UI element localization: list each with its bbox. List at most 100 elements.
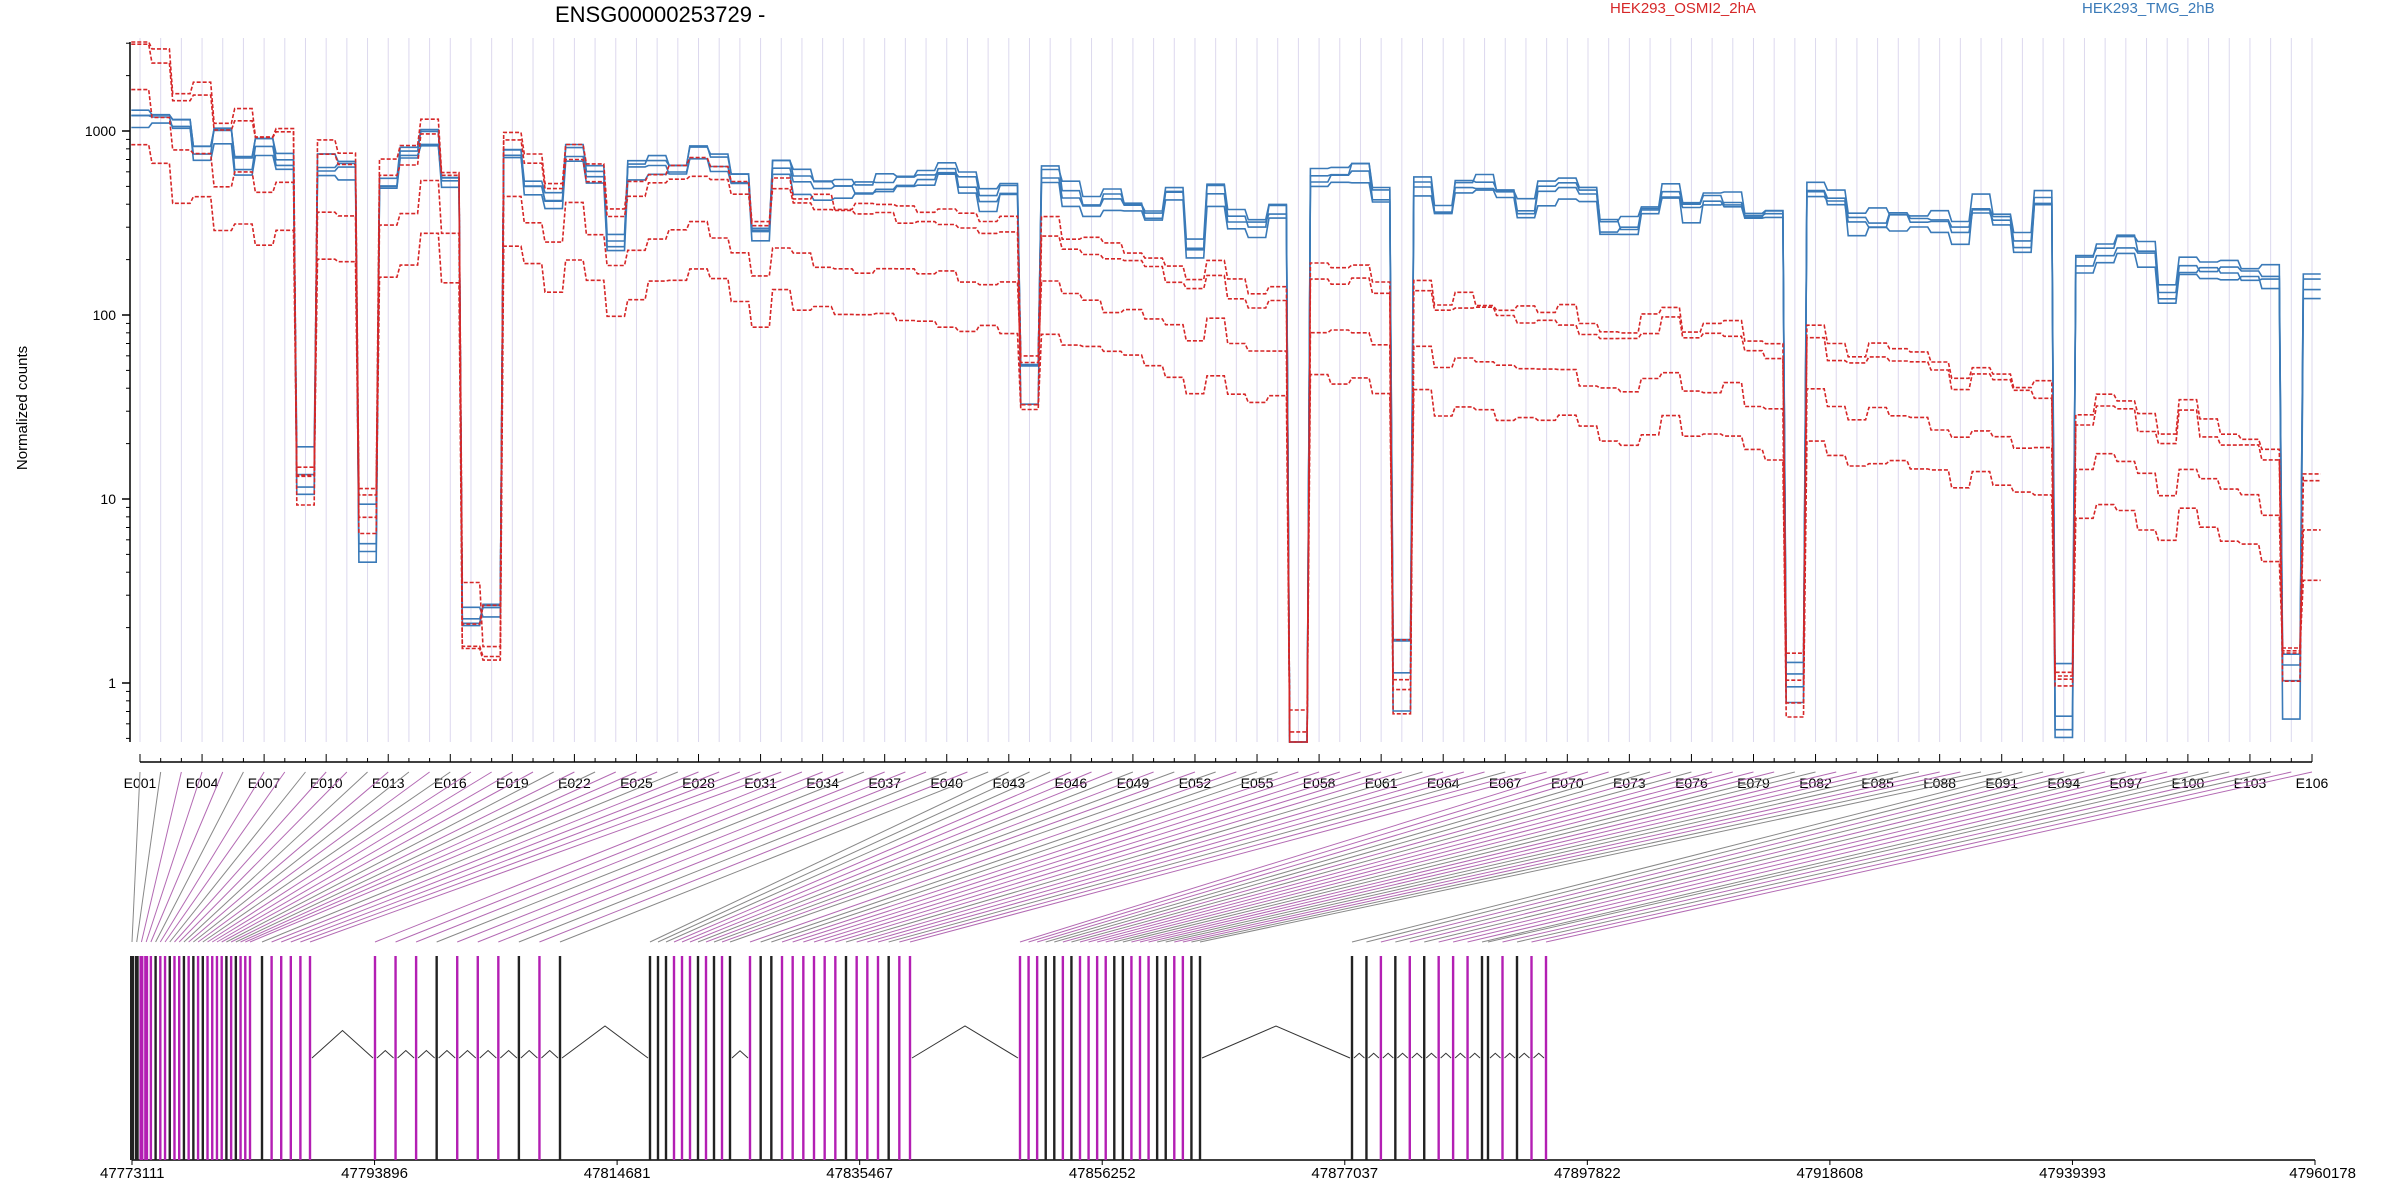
exon-block (866, 956, 869, 1160)
exon-connector (1114, 771, 1795, 943)
intron-chevron (1425, 1052, 1438, 1059)
exon-connector (1487, 771, 2230, 943)
exon-connector (559, 771, 989, 943)
exon-block (1164, 956, 1167, 1160)
exon-connector (845, 771, 1423, 943)
exon-connector (216, 771, 513, 943)
exon-block (1087, 956, 1090, 1160)
exon-connector (899, 771, 1527, 943)
genome-tick-label: 47814681 (584, 1165, 651, 1182)
exon-connector (207, 771, 472, 943)
exon-connector (1148, 771, 1878, 943)
x-tick-label: E046 (1055, 775, 1088, 791)
x-tick-label: E007 (248, 775, 281, 791)
exon-block (225, 956, 228, 1160)
intron-chevron (479, 1049, 497, 1059)
exon-connector (261, 771, 679, 943)
legend-label-tmg: HEK293_TMG_2hB (2082, 0, 2215, 17)
exon-block (1480, 956, 1484, 1160)
exon-connector (689, 771, 1113, 943)
exon-block (1530, 956, 1533, 1160)
exon-connector (415, 771, 844, 943)
exon-connector (721, 771, 1196, 943)
exon-block (1408, 956, 1411, 1160)
y-tick-label-100: 100 (93, 307, 117, 323)
exon-block (244, 956, 247, 1160)
exon-connector (1097, 771, 1754, 943)
exon-connector (1531, 771, 2292, 943)
y-axis: 1 10 100 1000 (85, 42, 131, 742)
exon-block (196, 956, 200, 1160)
intron-chevron (417, 1049, 436, 1059)
genome-tick-label: 47773111 (100, 1165, 165, 1182)
exon-block (1379, 956, 1383, 1160)
x-tick-label: E025 (620, 775, 653, 791)
x-tick-label: E070 (1551, 775, 1584, 791)
exon-connector (240, 771, 616, 943)
exon-connector (1481, 771, 2209, 943)
exon-connector (145, 771, 203, 943)
intron-chevron (1201, 1025, 1351, 1059)
intron-chevron (1504, 1052, 1516, 1059)
exon-connector (1062, 771, 1671, 943)
x-tick-label: E004 (186, 775, 219, 791)
exon-connector (1351, 771, 2023, 943)
exon-connector (193, 771, 410, 943)
exon-block (1053, 956, 1056, 1160)
exon-connector (1502, 771, 2251, 943)
x-tick-label: E034 (806, 775, 839, 791)
exon-block (134, 956, 139, 1160)
intron-chevron (1454, 1052, 1466, 1059)
intron-chevron (458, 1049, 477, 1059)
exon-block (280, 956, 283, 1160)
exon-connector (813, 771, 1361, 943)
exon-connector (1366, 771, 2044, 943)
intron-chevron (499, 1049, 518, 1059)
genome-tick-label: 47877037 (1311, 1165, 1378, 1182)
x-tick-label: E016 (434, 775, 467, 791)
x-tick-label: E010 (310, 775, 343, 791)
exon-block (696, 956, 700, 1160)
intron-chevron (1353, 1052, 1365, 1059)
exon-connector (174, 771, 327, 943)
series-treatment-lines (131, 41, 2321, 743)
exon-connector (164, 771, 286, 943)
exon-connector (835, 771, 1402, 943)
exon-connector (1122, 771, 1816, 943)
x-tick-label: E037 (868, 775, 901, 791)
exon-block (215, 956, 219, 1160)
exon-block (558, 956, 562, 1160)
exon-block (1130, 956, 1133, 1160)
exon-block (1044, 956, 1047, 1160)
exon-block (182, 956, 186, 1160)
exon-connector (1088, 771, 1733, 943)
exon-block (770, 956, 773, 1160)
exon-connector (1019, 771, 1568, 943)
intron-chevron (520, 1049, 538, 1059)
intron-chevron (731, 1050, 749, 1059)
genome-tick-label: 47835467 (826, 1165, 893, 1182)
genome-tick-label: 47960178 (2289, 1165, 2356, 1182)
exon-connector (1174, 771, 1940, 943)
exon-connector (1545, 771, 2313, 943)
exon-block (728, 956, 732, 1160)
exon-connector (477, 771, 906, 943)
exon-connector (498, 771, 927, 943)
exon-block (672, 956, 676, 1160)
exon-connector (1199, 771, 2002, 943)
treatment-sample-line (131, 43, 2321, 743)
exon-connector (221, 771, 534, 943)
exon-connector (771, 771, 1278, 943)
exon-block (149, 956, 153, 1160)
exon-block (130, 956, 134, 1160)
intron-chevron (311, 1029, 374, 1059)
exon-block (163, 956, 167, 1160)
exon-connector (202, 771, 451, 943)
exon-block (1394, 956, 1397, 1160)
exon-connector (249, 771, 658, 943)
intron-chevron (1489, 1052, 1501, 1059)
exon-block (201, 956, 204, 1160)
genome-coordinate-axis: 47773111 47793896 47814681 47835467 4785… (100, 1165, 2356, 1182)
exon-block (299, 956, 302, 1160)
